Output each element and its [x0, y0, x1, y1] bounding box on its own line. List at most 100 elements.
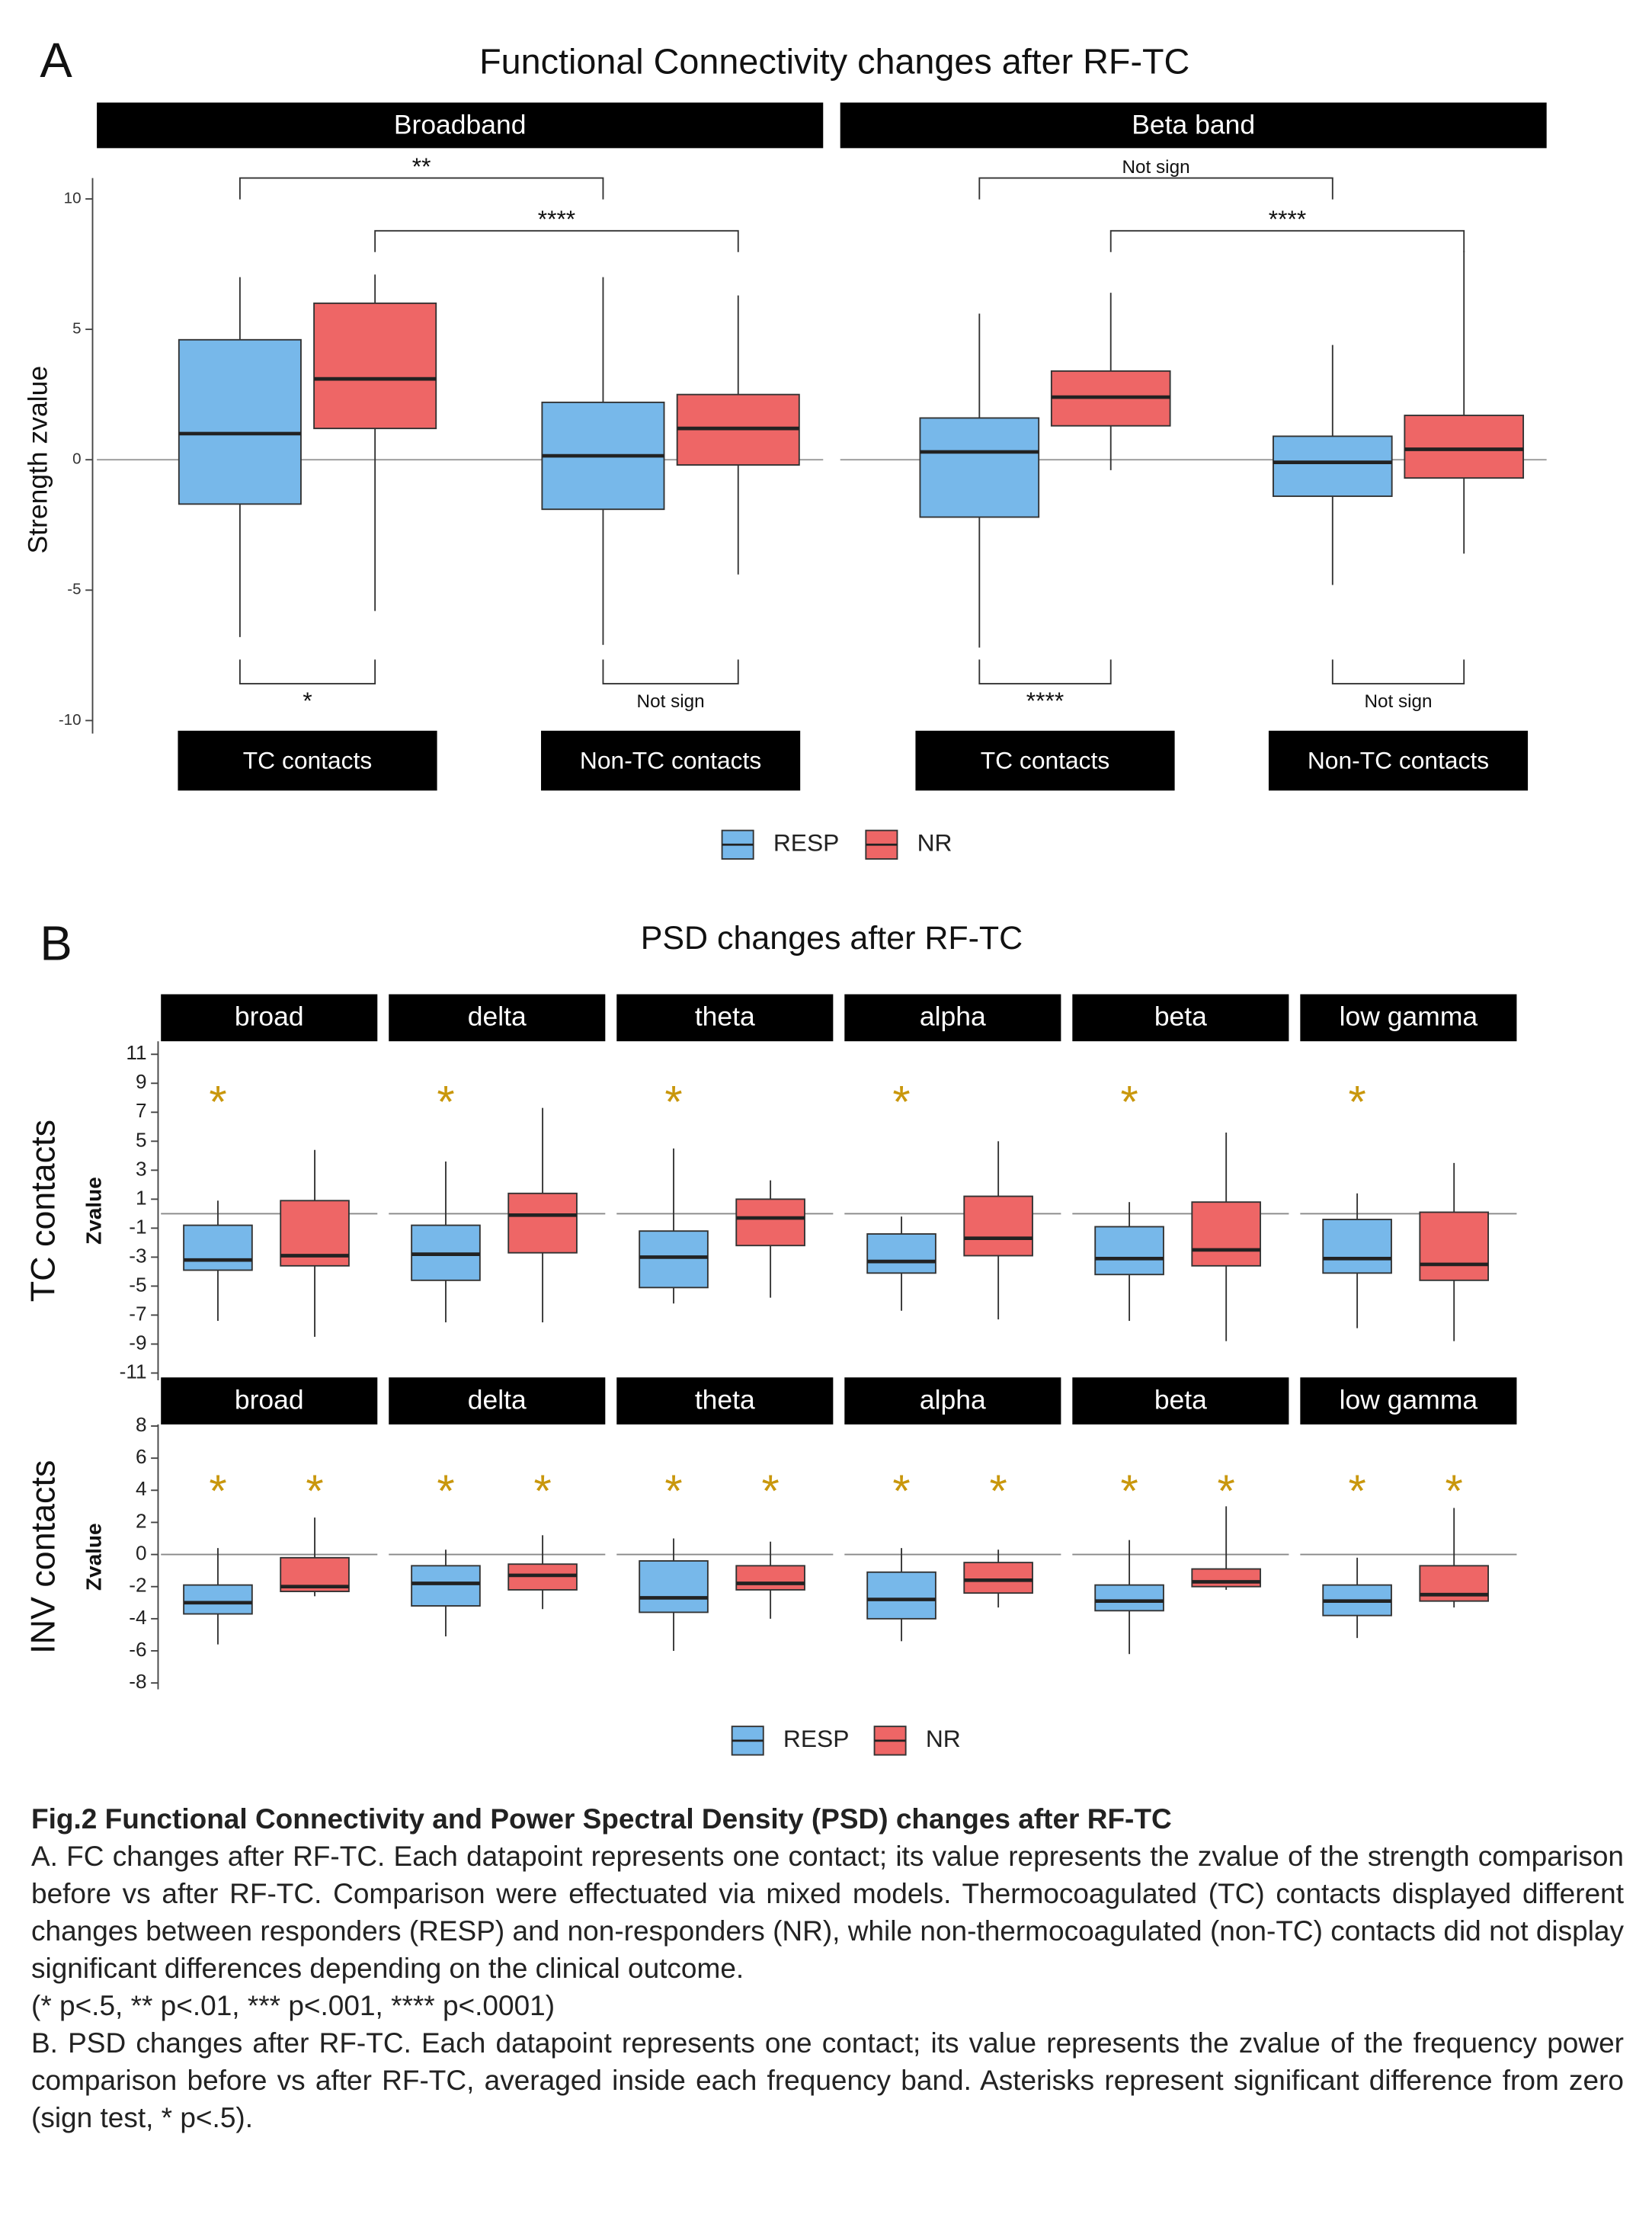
y-tick-label: -2	[129, 1574, 146, 1597]
facet-strip	[97, 102, 824, 149]
significance-label: Not sign	[1364, 691, 1432, 712]
box	[183, 1224, 253, 1271]
y-tick-label: 11	[126, 1041, 146, 1064]
y-tick-label: 8	[136, 1413, 147, 1436]
y-tick-label: 1	[136, 1186, 147, 1209]
significance-star: *	[306, 1465, 323, 1516]
y-tick-label: -4	[129, 1606, 146, 1629]
panel-label: B	[40, 917, 72, 971]
caption-paragraph: A. FC changes after RF-TC. Each datapoin…	[31, 1841, 1624, 1984]
group-strip	[1268, 730, 1529, 791]
facet-label: low gamma	[1340, 1384, 1478, 1415]
facet-label: beta	[1154, 1001, 1207, 1032]
significance-star: *	[664, 1076, 682, 1127]
facet-label: low gamma	[1340, 1001, 1478, 1032]
box	[1322, 1219, 1392, 1274]
bracket	[374, 229, 739, 252]
facet-strip	[616, 1377, 834, 1424]
box	[178, 338, 302, 505]
box	[639, 1230, 709, 1289]
box	[507, 1192, 578, 1254]
group-label: TC contacts	[981, 746, 1109, 774]
y-tick-label: -5	[129, 1273, 146, 1296]
y-tick-label: 5	[72, 320, 81, 338]
panel-label: A	[40, 34, 72, 88]
y-tick-label: -3	[129, 1244, 146, 1267]
significance-label: ****	[1026, 687, 1064, 714]
significance-star: *	[209, 1076, 226, 1127]
y-tick-label: -10	[59, 711, 82, 729]
group-label: Non-TC contacts	[580, 746, 761, 774]
y-tick-label: -9	[129, 1331, 146, 1354]
bracket	[239, 177, 604, 200]
facet-label: alpha	[920, 1001, 986, 1032]
box	[639, 1560, 709, 1614]
y-tick-label: -8	[129, 1670, 146, 1693]
facet-label: Beta band	[1132, 110, 1255, 140]
legend-label: RESP	[783, 1725, 850, 1752]
box	[866, 1233, 936, 1274]
bracket	[978, 659, 1112, 685]
facet-label: beta	[1154, 1384, 1207, 1415]
facet-strip	[389, 1377, 606, 1424]
significance-star: *	[761, 1465, 779, 1516]
row-label: INV contacts	[24, 1460, 62, 1654]
figure: A Functional Connectivity changes after R…	[23, 34, 1547, 1756]
y-tick-label: -6	[129, 1638, 146, 1661]
group-strip	[178, 730, 437, 791]
group-strip	[541, 730, 801, 791]
bracket	[1109, 229, 1465, 252]
significance-star: *	[209, 1465, 226, 1516]
y-tick-label: 9	[136, 1070, 147, 1093]
facet-label: alpha	[920, 1384, 986, 1415]
facet-strip	[840, 102, 1547, 149]
box	[1094, 1226, 1164, 1276]
box	[1419, 1211, 1489, 1281]
box	[963, 1195, 1033, 1257]
facet-strip	[389, 994, 606, 1042]
y-tick-label: 0	[136, 1541, 147, 1564]
box	[919, 417, 1040, 518]
facet-label: Broadband	[394, 110, 527, 140]
facet-label: theta	[695, 1384, 755, 1415]
caption-paragraph: (* p<.5, ** p<.01, *** p<.001, **** p<.0…	[31, 1990, 555, 2021]
significance-star: *	[437, 1076, 454, 1127]
significance-star: *	[1446, 1465, 1463, 1516]
bracket	[978, 177, 1333, 200]
group-label: TC contacts	[243, 746, 372, 774]
box	[411, 1565, 481, 1607]
box	[866, 1571, 936, 1620]
facet-strip	[844, 1377, 1061, 1424]
significance-label: Not sign	[637, 691, 705, 712]
chart-title: Functional Connectivity changes after RF…	[479, 41, 1189, 81]
facet-label: delta	[468, 1001, 527, 1032]
y-axis-label: Zvalue	[82, 1523, 106, 1591]
box	[735, 1198, 805, 1247]
facet-strip	[844, 994, 1061, 1042]
box	[963, 1562, 1033, 1594]
box	[1404, 415, 1525, 479]
row-label: TC contacts	[24, 1120, 62, 1302]
facet-strip	[1300, 1377, 1517, 1424]
group-strip	[915, 730, 1175, 791]
facet-strip	[1072, 994, 1289, 1042]
facet-label: theta	[695, 1001, 755, 1032]
y-tick-label: 6	[136, 1445, 147, 1468]
box	[313, 302, 437, 430]
facet-strip	[1072, 1377, 1289, 1424]
significance-star: *	[664, 1465, 682, 1516]
significance-star: *	[990, 1465, 1007, 1516]
significance-label: Not sign	[1122, 157, 1190, 178]
y-tick-label: 4	[136, 1477, 147, 1500]
caption-title: Fig.2 Functional Connectivity and Power …	[31, 1803, 1172, 1835]
significance-label: **	[412, 152, 431, 180]
bracket	[1331, 659, 1465, 685]
significance-star: *	[437, 1465, 454, 1516]
facet-strip	[161, 994, 378, 1042]
box	[183, 1584, 253, 1615]
y-tick-label: -5	[67, 581, 81, 598]
bracket	[602, 659, 739, 685]
facet-strip	[616, 994, 834, 1042]
facet-label: broad	[235, 1384, 304, 1415]
